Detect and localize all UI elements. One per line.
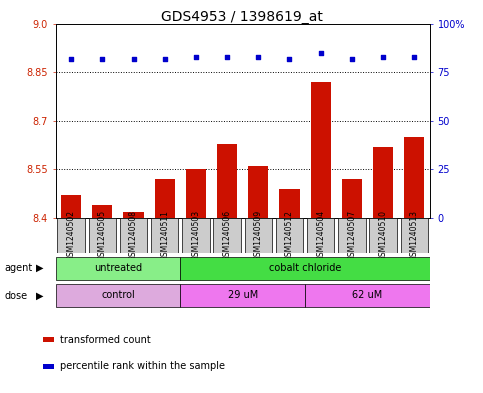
Text: 62 uM: 62 uM bbox=[353, 290, 383, 300]
Point bbox=[223, 53, 231, 60]
Bar bbox=[180, 284, 305, 307]
Point bbox=[285, 55, 293, 62]
Bar bbox=[151, 218, 178, 253]
Bar bbox=[186, 169, 206, 218]
Bar bbox=[123, 212, 143, 218]
Text: GDS4953 / 1398619_at: GDS4953 / 1398619_at bbox=[160, 10, 323, 24]
Text: 29 uM: 29 uM bbox=[227, 290, 258, 300]
Point bbox=[317, 50, 325, 56]
Point bbox=[348, 55, 356, 62]
Bar bbox=[61, 195, 81, 218]
Text: GSM1240511: GSM1240511 bbox=[160, 210, 169, 261]
Point bbox=[192, 53, 200, 60]
Text: GSM1240504: GSM1240504 bbox=[316, 210, 325, 261]
Point bbox=[255, 53, 262, 60]
Bar bbox=[373, 147, 393, 218]
Text: GSM1240508: GSM1240508 bbox=[129, 210, 138, 261]
Text: GSM1240505: GSM1240505 bbox=[98, 210, 107, 261]
Point bbox=[161, 55, 169, 62]
Bar bbox=[369, 218, 397, 253]
Bar bbox=[92, 205, 113, 218]
Bar bbox=[338, 218, 366, 253]
Bar bbox=[311, 82, 331, 218]
Text: agent: agent bbox=[5, 263, 33, 273]
Bar bbox=[279, 189, 299, 218]
Point bbox=[379, 53, 387, 60]
Point bbox=[129, 55, 137, 62]
Text: dose: dose bbox=[5, 291, 28, 301]
Text: ▶: ▶ bbox=[36, 291, 44, 301]
Bar bbox=[276, 218, 303, 253]
Text: GSM1240506: GSM1240506 bbox=[223, 210, 232, 261]
Bar bbox=[342, 179, 362, 218]
Text: cobalt chloride: cobalt chloride bbox=[269, 263, 341, 273]
Bar bbox=[180, 257, 430, 280]
Text: GSM1240510: GSM1240510 bbox=[379, 210, 387, 261]
Text: GSM1240509: GSM1240509 bbox=[254, 210, 263, 261]
Bar bbox=[56, 284, 180, 307]
Bar bbox=[57, 218, 85, 253]
Bar bbox=[217, 143, 237, 218]
Bar bbox=[182, 218, 210, 253]
Text: percentile rank within the sample: percentile rank within the sample bbox=[60, 361, 225, 371]
Bar bbox=[43, 364, 54, 369]
Text: ▶: ▶ bbox=[36, 263, 44, 273]
Text: GSM1240503: GSM1240503 bbox=[191, 210, 200, 261]
Bar bbox=[43, 337, 54, 342]
Bar bbox=[155, 179, 175, 218]
Bar bbox=[56, 257, 180, 280]
Bar bbox=[120, 218, 147, 253]
Bar bbox=[307, 218, 334, 253]
Bar bbox=[400, 218, 428, 253]
Point bbox=[67, 55, 75, 62]
Bar bbox=[248, 166, 269, 218]
Bar bbox=[88, 218, 116, 253]
Point bbox=[99, 55, 106, 62]
Bar bbox=[404, 137, 425, 218]
Text: GSM1240502: GSM1240502 bbox=[67, 210, 76, 261]
Bar bbox=[244, 218, 272, 253]
Bar bbox=[305, 284, 430, 307]
Text: transformed count: transformed count bbox=[60, 335, 151, 345]
Text: GSM1240507: GSM1240507 bbox=[347, 210, 356, 261]
Text: GSM1240513: GSM1240513 bbox=[410, 210, 419, 261]
Text: untreated: untreated bbox=[94, 263, 142, 273]
Text: GSM1240512: GSM1240512 bbox=[285, 210, 294, 261]
Bar bbox=[213, 218, 241, 253]
Point bbox=[411, 53, 418, 60]
Text: control: control bbox=[101, 290, 135, 300]
